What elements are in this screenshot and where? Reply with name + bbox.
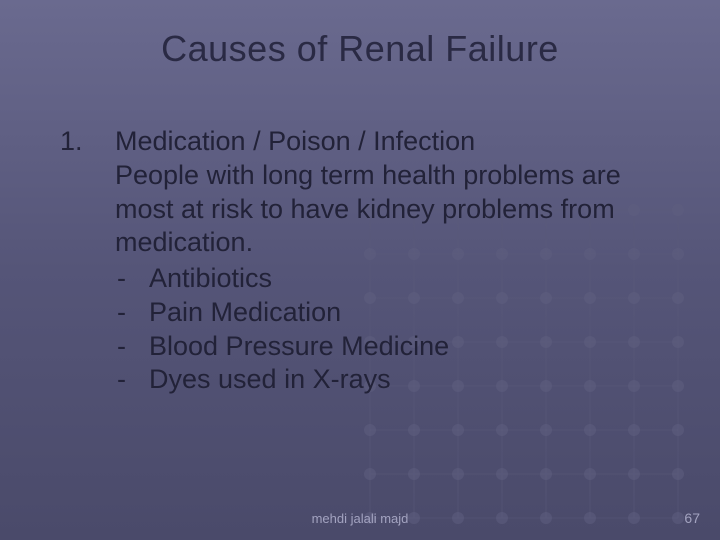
list-heading: Medication / Poison / Infection bbox=[115, 125, 680, 159]
sub-list: -Antibiotics-Pain Medication-Blood Press… bbox=[115, 262, 680, 397]
slide: Causes of Renal Failure 1. Medication / … bbox=[0, 0, 720, 540]
footer-page-number: 67 bbox=[684, 510, 700, 526]
sub-list-item: -Pain Medication bbox=[115, 296, 680, 330]
slide-title: Causes of Renal Failure bbox=[0, 0, 720, 70]
sub-list-text: Pain Medication bbox=[149, 296, 680, 330]
list-item-body: Medication / Poison / Infection People w… bbox=[115, 125, 680, 397]
sub-list-text: Dyes used in X-rays bbox=[149, 363, 680, 397]
bullet-marker: - bbox=[115, 262, 149, 296]
list-description: People with long term health problems ar… bbox=[115, 159, 680, 260]
sub-list-item: -Antibiotics bbox=[115, 262, 680, 296]
list-item-1: 1. Medication / Poison / Infection Peopl… bbox=[60, 125, 680, 397]
bullet-marker: - bbox=[115, 330, 149, 364]
sub-list-item: -Blood Pressure Medicine bbox=[115, 330, 680, 364]
sub-list-text: Blood Pressure Medicine bbox=[149, 330, 680, 364]
list-number: 1. bbox=[60, 125, 115, 397]
slide-body: 1. Medication / Poison / Infection Peopl… bbox=[60, 125, 680, 397]
sub-list-item: -Dyes used in X-rays bbox=[115, 363, 680, 397]
footer-author: mehdi jalali majd bbox=[0, 511, 720, 526]
bullet-marker: - bbox=[115, 363, 149, 397]
sub-list-text: Antibiotics bbox=[149, 262, 680, 296]
bullet-marker: - bbox=[115, 296, 149, 330]
